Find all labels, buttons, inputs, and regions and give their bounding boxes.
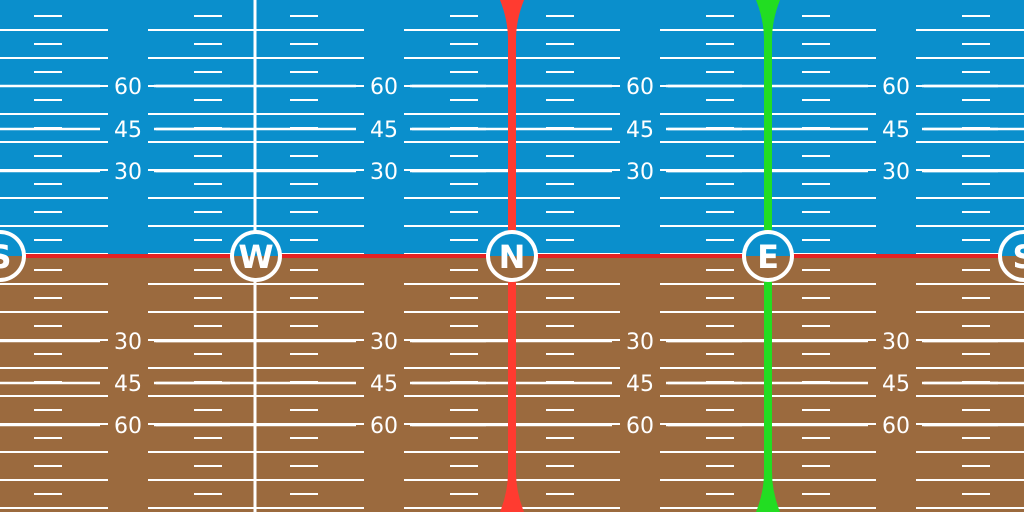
heading-badge-s: S [0, 230, 26, 282]
pitch-label: 60 [882, 75, 910, 100]
heading-label: N [499, 238, 526, 276]
pitch-label: 60 [370, 414, 398, 439]
badge-sky-half [0, 234, 22, 256]
badge-sky-half [1002, 234, 1024, 256]
heading-badge-n: N [486, 230, 538, 282]
pitch-label: 45 [626, 118, 654, 143]
pitch-label: 45 [370, 372, 398, 397]
badge-ground-half [234, 256, 278, 278]
pitch-label: 60 [370, 75, 398, 100]
pitch-label: 30 [626, 330, 654, 355]
heading-label: W [238, 238, 273, 276]
heading-label: S [1012, 238, 1024, 276]
heading-badge-w: W [230, 230, 282, 282]
pitch-label: 30 [626, 160, 654, 185]
pitch-label: 30 [370, 160, 398, 185]
pitch-label: 30 [114, 330, 142, 355]
pitch-label: 45 [114, 372, 142, 397]
pitch-label: 45 [114, 118, 142, 143]
pitch-label: 60 [626, 75, 654, 100]
heading-badge-e: E [742, 230, 794, 282]
pitch-label: 30 [370, 330, 398, 355]
pitch-label: 45 [626, 372, 654, 397]
pitch-label: 45 [882, 118, 910, 143]
badge-sky-half [234, 234, 278, 256]
pitch-label: 30 [114, 160, 142, 185]
badge-ground-half [746, 256, 790, 278]
pitch-label: 30 [882, 160, 910, 185]
badge-ground-half [0, 256, 22, 278]
heading-badge-s: S [998, 230, 1024, 282]
heading-label: S [0, 238, 12, 276]
badge-sky-half [490, 234, 534, 256]
heading-label: E [757, 238, 779, 276]
pitch-label: 60 [114, 414, 142, 439]
pitch-label: 60 [114, 75, 142, 100]
pitch-labels: 60 60 60 60 60 60 45 45 45 45 45 45 30 30 30 30 30 30 30 30… [114, 75, 910, 439]
pitch-label: 45 [370, 118, 398, 143]
pitch-label: 45 [882, 372, 910, 397]
badge-sky-half [746, 234, 790, 256]
pitch-label: 60 [882, 414, 910, 439]
badge-ground-half [490, 256, 534, 278]
pitch-label: 30 [882, 330, 910, 355]
pitch-major-ticks [0, 84, 1024, 427]
pitch-label: 60 [626, 414, 654, 439]
badge-ground-half [1002, 256, 1024, 278]
